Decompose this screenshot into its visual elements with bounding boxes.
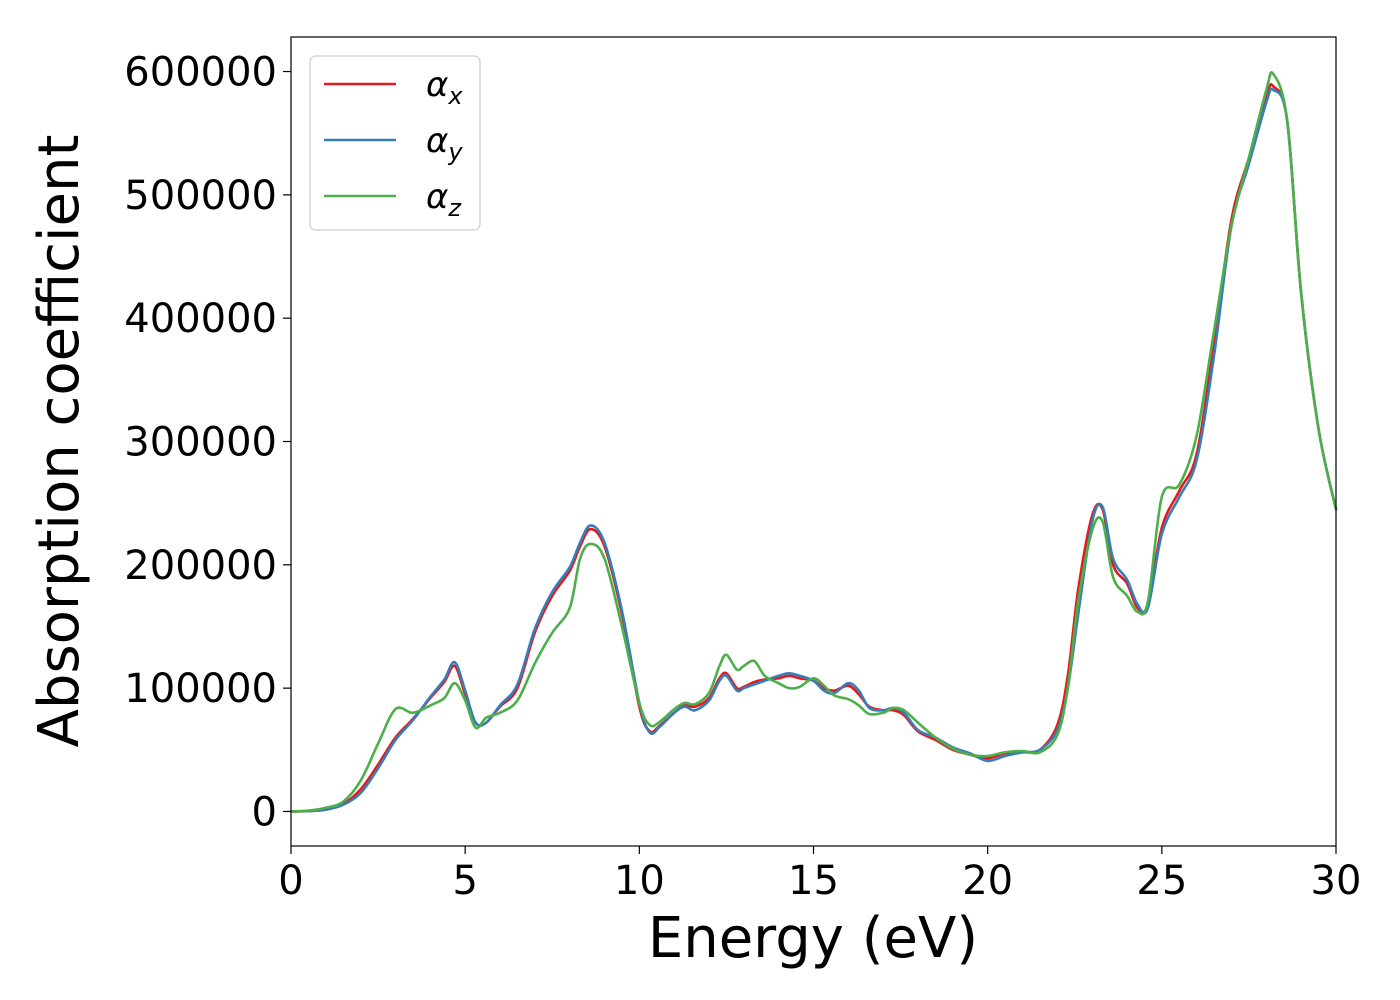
y-tick-label: 600000 (124, 50, 277, 96)
legend: αx αy αz (309, 55, 481, 231)
x-tick-label: 30 (1311, 858, 1362, 904)
y-tick-label: 400000 (124, 296, 277, 342)
y-tick-label: 500000 (124, 173, 277, 219)
x-axis-ticks: 0 5 10 15 20 25 30 (278, 846, 1361, 904)
x-tick-label: 20 (962, 858, 1013, 904)
y-tick-label: 0 (252, 789, 277, 835)
x-tick-label: 25 (1136, 858, 1187, 904)
x-tick-label: 0 (278, 858, 303, 904)
legend-label-alpha-y: αy (426, 121, 463, 166)
legend-box (309, 55, 481, 231)
x-tick-label: 5 (452, 858, 477, 904)
y-tick-label: 300000 (124, 420, 277, 466)
series-line-alpha-z (289, 71, 1338, 813)
x-tick-label: 15 (788, 858, 839, 904)
y-axis-label: Absorption coefficient (27, 135, 92, 748)
legend-label-alpha-z: αz (426, 177, 462, 222)
series-line-alpha-y (289, 87, 1338, 813)
y-axis-ticks: 0 100000 200000 300000 400000 500000 600000 (124, 50, 291, 835)
x-axis-label: Energy (eV) (648, 906, 978, 971)
x-tick-label: 10 (614, 858, 665, 904)
legend-label-alpha-x: αx (426, 65, 463, 110)
y-tick-label: 100000 (124, 666, 277, 712)
series-group (289, 71, 1338, 813)
y-tick-label: 200000 (124, 543, 277, 589)
